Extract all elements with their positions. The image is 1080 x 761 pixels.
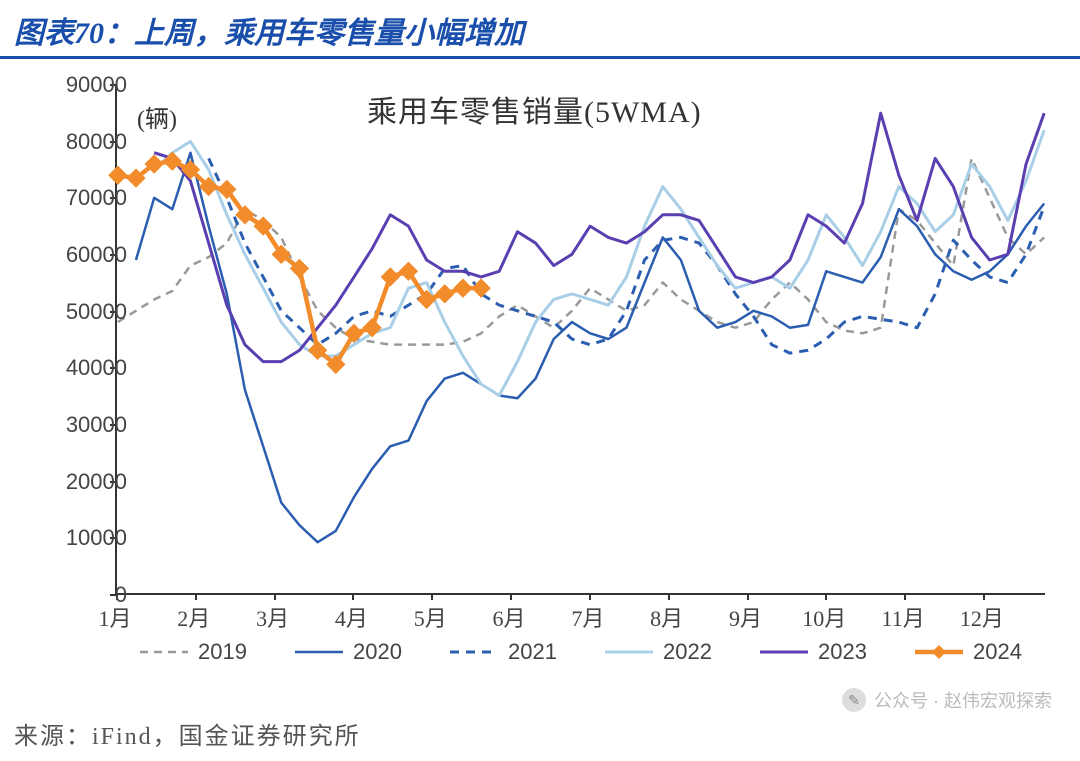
watermark-text: 公众号 · 赵伟宏观探索	[874, 687, 1052, 713]
x-tick-mark	[274, 593, 276, 600]
x-tick-label: 7月	[571, 601, 604, 633]
legend-item-2021: 2021	[448, 639, 557, 665]
series-marker-2024	[436, 285, 454, 303]
watermark: ✎ 公众号 · 赵伟宏观探索	[842, 687, 1052, 713]
plot-area: (辆) 乘用车零售销量(5WMA)	[115, 85, 1045, 595]
x-tick-mark	[431, 593, 433, 600]
source-text: 来源：iFind，国金证券研究所	[14, 716, 361, 751]
x-tick-mark	[904, 593, 906, 600]
y-tick-label: 70000	[37, 185, 127, 211]
y-tick-label: 30000	[37, 412, 127, 438]
x-tick-mark	[195, 593, 197, 600]
y-tick-label: 80000	[37, 129, 127, 155]
legend-label: 2019	[198, 639, 247, 665]
x-tick-label: 5月	[414, 601, 447, 633]
series-line-2021	[209, 158, 1045, 353]
wechat-icon: ✎	[842, 688, 866, 712]
series-marker-2024	[381, 268, 399, 286]
legend-label: 2021	[508, 639, 557, 665]
series-marker-2024	[363, 319, 381, 337]
legend-label: 2024	[973, 639, 1022, 665]
x-tick-mark	[668, 593, 670, 600]
legend-item-2022: 2022	[603, 639, 712, 665]
series-marker-2024	[454, 279, 472, 297]
legend-label: 2022	[663, 639, 712, 665]
series-line-2019	[118, 158, 1044, 344]
x-tick-mark	[983, 593, 985, 600]
x-tick-label: 2月	[177, 601, 210, 633]
x-tick-label: 1月	[98, 601, 131, 633]
legend-item-2023: 2023	[758, 639, 867, 665]
x-tick-label: 3月	[256, 601, 289, 633]
legend-item-2019: 2019	[138, 639, 247, 665]
y-tick-label: 20000	[37, 469, 127, 495]
x-tick-mark	[747, 593, 749, 600]
y-tick-label: 60000	[37, 242, 127, 268]
x-tick-label: 9月	[729, 601, 762, 633]
x-tick-label: 4月	[335, 601, 368, 633]
chart-svg	[117, 85, 1045, 593]
series-line-2022	[154, 130, 1044, 395]
series-line-2020	[136, 153, 1044, 542]
x-tick-label: 12月	[960, 601, 1004, 633]
x-tick-label: 6月	[493, 601, 526, 633]
series-marker-2024	[109, 166, 127, 184]
y-tick-label: 40000	[37, 355, 127, 381]
y-tick-label: 50000	[37, 299, 127, 325]
x-tick-mark	[825, 593, 827, 600]
x-tick-mark	[589, 593, 591, 600]
x-tick-label: 8月	[650, 601, 683, 633]
legend-item-2024: 2024	[913, 639, 1022, 665]
chart-container: (辆) 乘用车零售销量(5WMA) 2019202020212022202320…	[15, 67, 1065, 687]
x-tick-mark	[352, 593, 354, 600]
x-tick-label: 11月	[882, 601, 925, 633]
legend-label: 2020	[353, 639, 402, 665]
x-tick-label: 10月	[802, 601, 846, 633]
legend-item-2020: 2020	[293, 639, 402, 665]
legend-label: 2023	[818, 639, 867, 665]
x-tick-mark	[510, 593, 512, 600]
series-line-2023	[154, 113, 1044, 361]
legend: 2019 2020 2021 2022 2023 2024	[115, 639, 1045, 665]
y-tick-label: 10000	[37, 525, 127, 551]
chart-title: 图表70：上周，乘用车零售量小幅增加	[0, 0, 1080, 59]
y-tick-label: 90000	[37, 72, 127, 98]
